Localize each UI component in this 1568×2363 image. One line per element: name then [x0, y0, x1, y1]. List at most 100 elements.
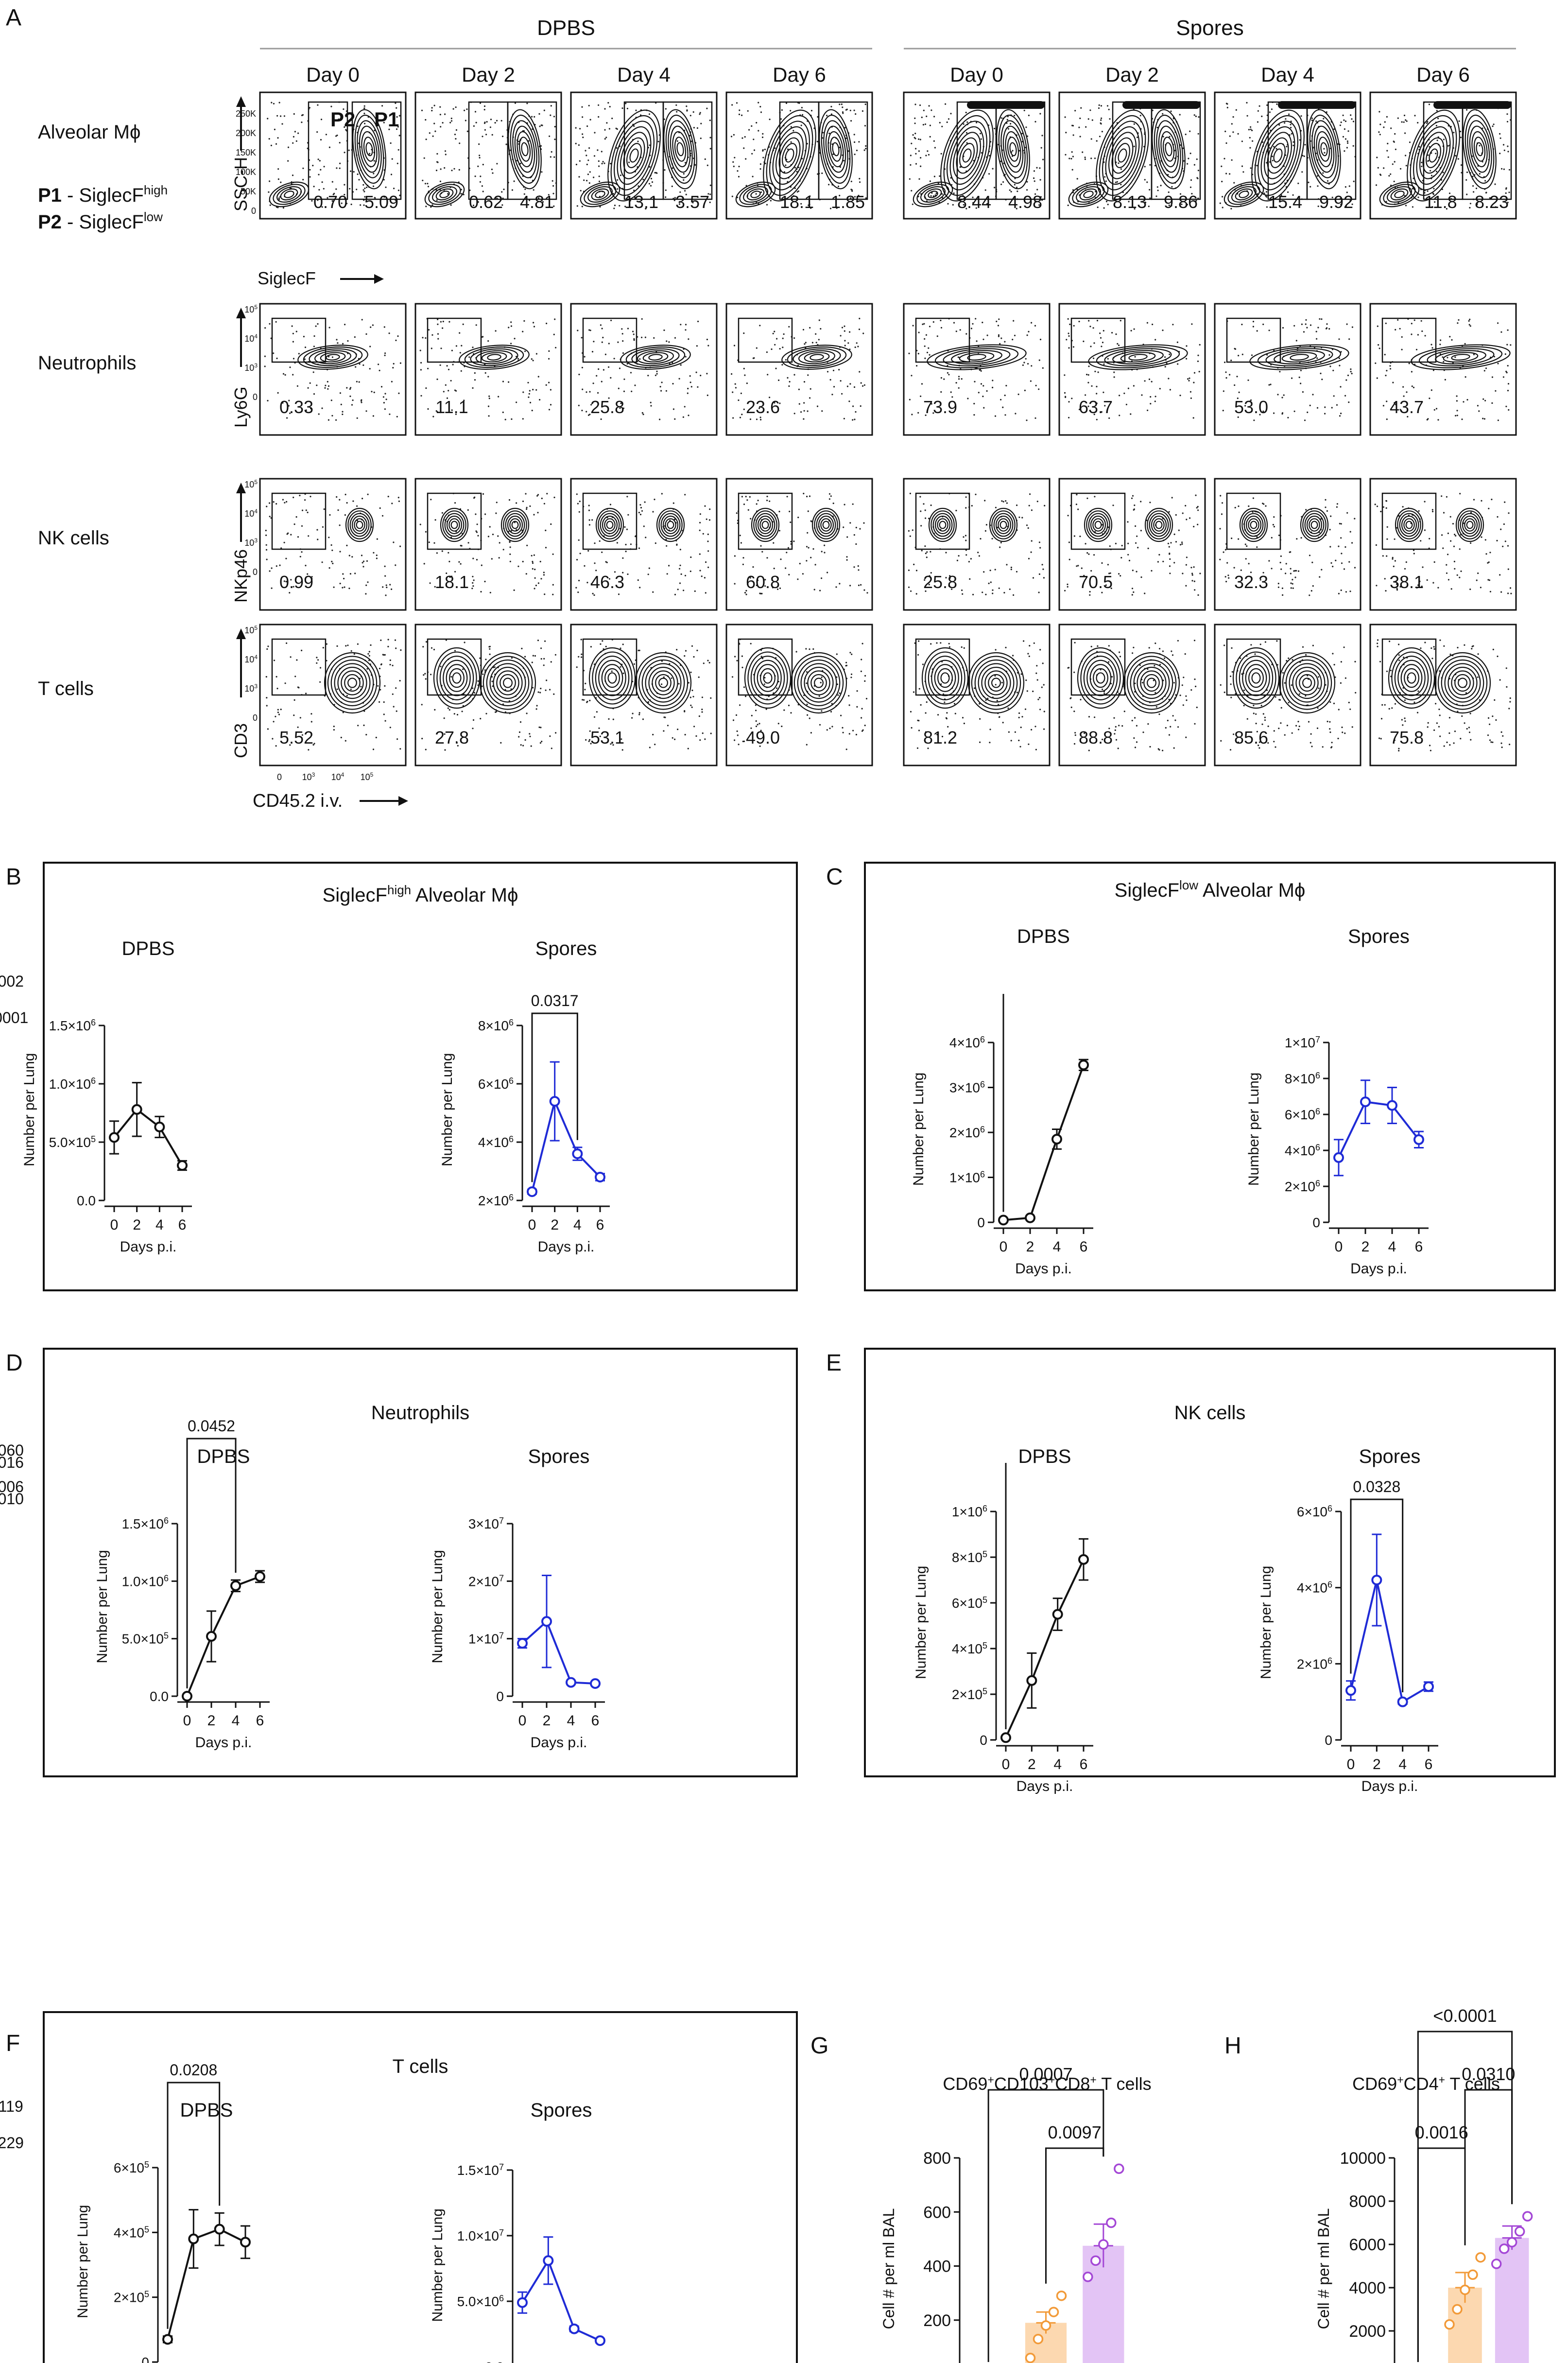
event-dot — [1249, 147, 1251, 149]
event-dot — [502, 549, 504, 551]
event-dot — [391, 158, 393, 160]
log-tick-y: 105 — [244, 304, 258, 314]
contour-ring — [354, 114, 384, 184]
event-dot — [958, 555, 960, 557]
event-dot — [1322, 172, 1324, 174]
event-dot — [1317, 327, 1319, 329]
event-dot — [333, 726, 335, 728]
event-dot — [1149, 502, 1151, 504]
event-dot — [687, 747, 689, 749]
event-dot — [422, 646, 424, 648]
event-dot — [474, 372, 476, 374]
event-dot — [684, 406, 686, 408]
event-dot — [1447, 145, 1449, 147]
event-dot — [1087, 382, 1089, 383]
event-dot — [484, 580, 486, 583]
event-dot — [1340, 589, 1342, 591]
event-dot — [1292, 144, 1294, 146]
event-dot — [363, 112, 365, 114]
event-dot — [1238, 538, 1240, 540]
event-dot — [1044, 504, 1046, 506]
event-dot — [443, 717, 445, 719]
event-dot — [739, 704, 741, 706]
event-dot — [546, 679, 548, 681]
event-dot — [1257, 193, 1258, 195]
event-dot — [540, 658, 542, 660]
event-dot — [830, 113, 832, 115]
event-dot — [650, 405, 652, 407]
event-dot — [766, 495, 768, 498]
event-dot — [588, 524, 590, 526]
event-dot — [1194, 723, 1196, 725]
event-dot — [354, 573, 356, 574]
event-dot — [554, 126, 556, 128]
event-dot — [1032, 577, 1034, 579]
event-dot — [1332, 369, 1334, 371]
event-dot — [802, 114, 804, 116]
event-dot — [841, 393, 843, 395]
contour-ring — [351, 515, 368, 535]
event-dot — [1016, 208, 1017, 209]
event-dot — [1241, 353, 1243, 355]
gate-p2-value: 15.4 — [1268, 192, 1302, 212]
event-dot — [310, 713, 312, 715]
event-dot — [1009, 189, 1011, 191]
event-dot — [848, 704, 850, 706]
event-dot — [1377, 643, 1378, 644]
event-dot — [1385, 507, 1387, 509]
event-dot — [695, 735, 697, 737]
contour-ring — [916, 184, 949, 205]
event-dot — [384, 408, 386, 410]
event-dot — [484, 372, 486, 374]
event-dot — [1342, 731, 1344, 733]
event-dot — [672, 502, 674, 504]
event-dot — [950, 113, 952, 115]
event-dot — [1236, 376, 1238, 378]
event-dot — [927, 150, 929, 152]
event-dot — [398, 392, 400, 394]
event-dot — [1164, 356, 1166, 358]
event-dot — [957, 356, 959, 358]
gate — [1381, 317, 1437, 363]
event-dot — [458, 169, 460, 171]
event-dot — [1275, 746, 1276, 748]
event-dot — [968, 561, 970, 563]
contour-ring — [1281, 352, 1317, 363]
event-dot — [508, 381, 510, 383]
event-dot — [1468, 727, 1470, 729]
event-dot — [517, 358, 519, 360]
event-dot — [428, 541, 430, 543]
event-dot — [688, 415, 689, 417]
event-dot — [821, 577, 823, 579]
event-dot — [398, 135, 400, 137]
event-dot — [342, 411, 344, 413]
event-dot — [277, 168, 279, 170]
event-dot — [1230, 683, 1232, 685]
event-dot — [755, 193, 757, 195]
event-dot — [1024, 389, 1026, 392]
event-dot — [811, 342, 813, 344]
event-dot — [785, 567, 787, 569]
event-dot — [356, 505, 358, 507]
event-dot — [961, 378, 963, 380]
event-dot — [516, 502, 517, 504]
event-dot — [1433, 648, 1435, 650]
event-dot — [850, 673, 853, 675]
contour-ring — [600, 513, 620, 537]
event-dot — [1283, 394, 1285, 396]
event-dot — [287, 160, 289, 162]
contour-ring — [428, 184, 461, 205]
event-dot — [701, 709, 703, 711]
contour-ring — [1443, 352, 1479, 363]
event-dot — [787, 547, 790, 549]
event-dot — [940, 153, 942, 155]
event-dot — [844, 504, 845, 505]
event-dot — [497, 535, 499, 537]
event-dot — [1500, 331, 1502, 333]
event-dot — [1150, 396, 1152, 398]
event-dot — [1473, 191, 1475, 193]
flow-facet: 27.8 — [414, 624, 562, 766]
event-dot — [460, 563, 462, 565]
event-dot — [297, 686, 299, 688]
event-dot — [1036, 665, 1038, 667]
